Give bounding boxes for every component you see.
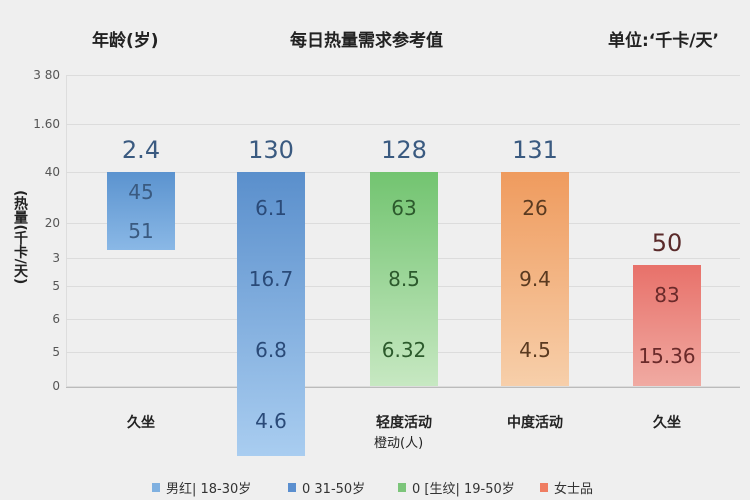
left-header: 年龄(岁): [92, 31, 159, 51]
bar-inner-label: 6.1: [255, 195, 287, 220]
bar-inner-label: 8.5: [388, 267, 420, 291]
x-category-label: 久坐: [127, 415, 155, 431]
bar-top-label: 128: [381, 136, 427, 164]
bar-inner-label: 4.6: [255, 408, 287, 433]
legend-swatch: [540, 483, 548, 492]
y-tick-label: 3 80: [33, 68, 60, 82]
legend-item: 0 [生纹| 19-50岁: [398, 478, 515, 497]
y-axis-line: [66, 75, 67, 386]
y-tick-label: 6: [52, 312, 60, 326]
legend-label: 女士品: [554, 482, 594, 497]
y-tick-label: 5: [52, 279, 60, 293]
y-tick-label: 40: [44, 165, 60, 179]
y-tick-label: 20: [44, 216, 60, 230]
bar: 83 15.36: [633, 265, 701, 386]
gridline: [66, 124, 740, 125]
bar-top-label: 131: [512, 136, 558, 164]
chart-title: 每日热量需求参考值: [290, 31, 443, 51]
gridline: [66, 75, 740, 76]
bar: 26 9.4 4.5: [501, 172, 569, 386]
y-tick-label: 3: [52, 251, 60, 265]
bar-inner-label: 9.4: [519, 267, 551, 291]
legend-item: 0 31-50岁: [288, 478, 365, 497]
bar: 6.1 16.7 6.8 4.6: [237, 172, 305, 457]
bar-inner-label: 6.8: [255, 337, 287, 362]
bar-top-label: 130: [248, 136, 294, 164]
bar-inner-label: 16.7: [248, 266, 294, 291]
bar-inner-label: 15.36: [638, 343, 696, 368]
unit-label: 单位:‘千卡/天’: [608, 31, 719, 51]
gridline: [66, 386, 740, 387]
y-axis-label: (热量(千卡/天): [12, 190, 28, 285]
legend-label: 0 31-50岁: [302, 482, 366, 497]
legend-label: 0 [生纹| 19-50岁: [412, 482, 515, 497]
legend-item: 女士品: [540, 478, 593, 497]
x-category-label: 久坐: [653, 415, 681, 431]
y-tick-label: 1.60: [33, 117, 60, 131]
bar-inner-label: 51: [128, 218, 154, 243]
bar: 63 8.5 6.32: [370, 172, 438, 386]
x-category-label: 轻度活动: [376, 415, 432, 431]
legend-swatch: [152, 483, 160, 492]
legend-swatch: [398, 483, 406, 492]
bar-top-label: 2.4: [121, 136, 161, 164]
bar-inner-label: 26: [522, 195, 548, 220]
bar-inner-label: 63: [391, 195, 417, 220]
legend-label: 男红| 18-30岁: [166, 482, 252, 497]
bar-top-label: 50: [651, 229, 683, 258]
bar-inner-label: 45: [128, 179, 154, 204]
x-axis-line: [66, 386, 740, 388]
legend-item: 男红| 18-30岁: [152, 478, 251, 497]
y-tick-label: 0: [52, 379, 60, 393]
x-axis-label: 橙动(人): [374, 436, 424, 451]
bar-inner-label: 83: [654, 283, 680, 308]
legend-swatch: [288, 483, 296, 492]
bar-inner-label: 4.5: [519, 338, 551, 363]
bar-inner-label: 6.32: [381, 338, 427, 363]
y-tick-label: 5: [52, 345, 60, 359]
x-category-label: 中度活动: [507, 415, 563, 431]
bar: 45 51: [107, 172, 175, 251]
